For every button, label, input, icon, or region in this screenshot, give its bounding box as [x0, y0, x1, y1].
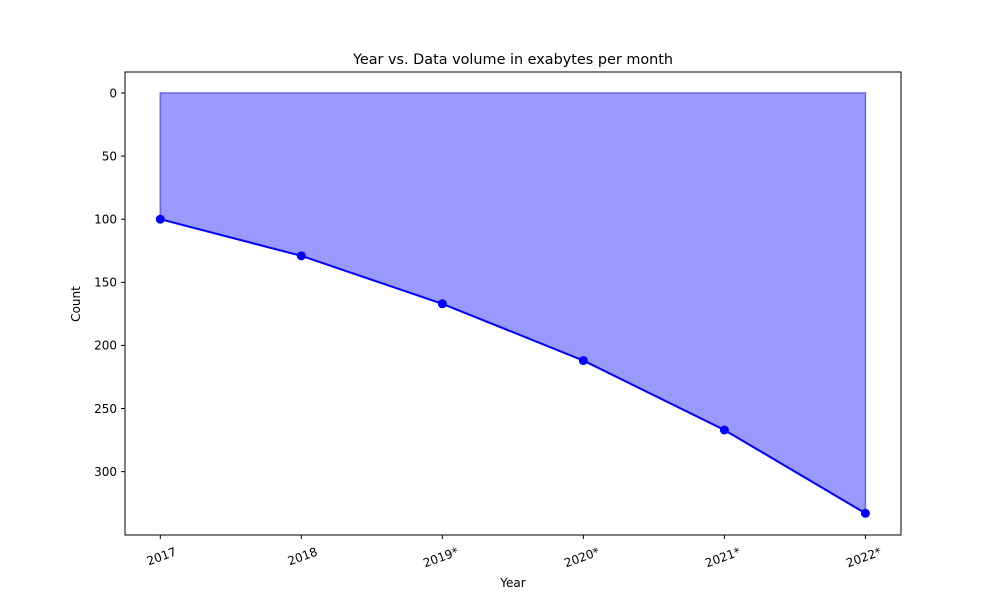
- data-point: [155, 214, 165, 224]
- y-tick-label: 200: [94, 339, 117, 353]
- y-tick-label: 150: [94, 276, 117, 290]
- data-point: [860, 508, 870, 518]
- data-point: [296, 251, 306, 261]
- data-point: [719, 425, 729, 435]
- y-tick-label: 300: [94, 465, 117, 479]
- y-axis-label: Count: [69, 286, 83, 322]
- chart-title: Year vs. Data volume in exabytes per mon…: [352, 52, 673, 68]
- data-point: [437, 299, 447, 309]
- y-tick-label: 0: [109, 86, 117, 100]
- data-point: [578, 356, 588, 366]
- plot-frame: [124, 71, 902, 536]
- series-line: [160, 218, 866, 515]
- x-axis-label: Year: [499, 576, 525, 590]
- y-tick-label: 50: [102, 149, 117, 163]
- y-tick-label: 100: [94, 213, 117, 227]
- plot-area: [155, 92, 870, 518]
- y-axis: 0 50 100 150 200 250 300: [94, 86, 125, 479]
- y-tick-label: 250: [94, 402, 117, 416]
